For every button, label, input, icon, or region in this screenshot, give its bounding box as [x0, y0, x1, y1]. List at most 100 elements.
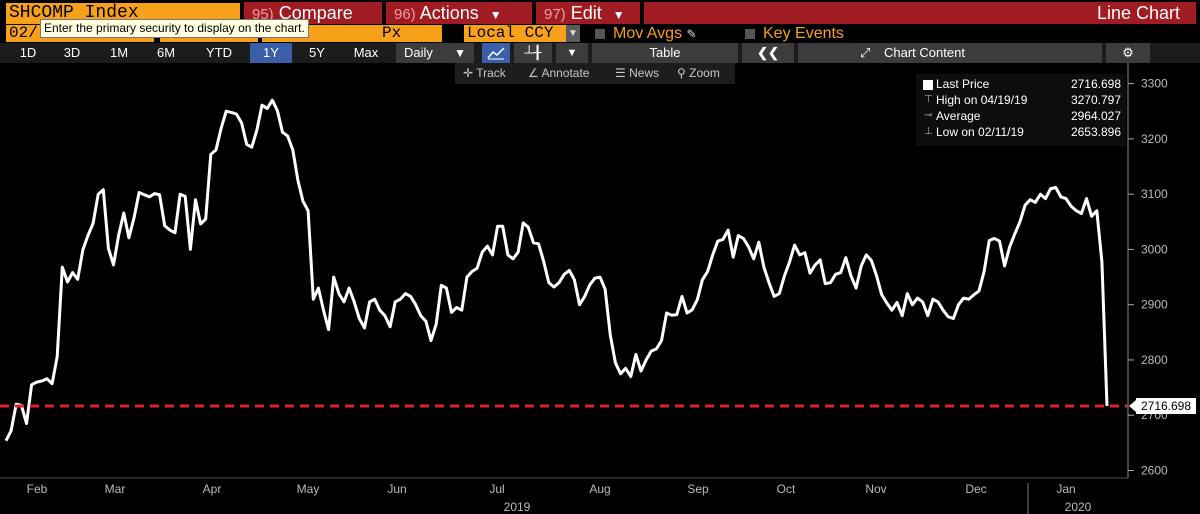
period-button-3d[interactable]: 3D: [63, 45, 81, 60]
edit-menu[interactable]: 97) Edit ▼: [536, 2, 640, 24]
last-price-tag-pointer: [1129, 400, 1136, 413]
compare-label: Compare: [278, 3, 353, 23]
price-series-line: [4, 98, 1109, 442]
average-marker-icon: ⊸: [924, 110, 933, 121]
legend-low-label: Low on 02/11/19: [936, 125, 1024, 139]
annotate-label: Annotate: [541, 66, 590, 80]
crosshair-icon: ✛: [463, 66, 474, 80]
legend-last-value: 2716.698: [1070, 77, 1121, 91]
edit-number: 97): [544, 6, 566, 23]
x-month-label: Nov: [865, 482, 886, 496]
chart-content-label: Chart Content: [884, 45, 965, 60]
x-month-label: Mar: [105, 482, 126, 496]
last-price-tag-label: 2716.698: [1141, 399, 1191, 413]
zoom-icon: ⚲: [677, 66, 686, 80]
mov-avgs-label[interactable]: Mov Avgs ✎: [613, 24, 697, 44]
key-events-checkbox[interactable]: [745, 29, 755, 39]
period-button-6m[interactable]: 6M: [156, 45, 176, 60]
y-tick-label: 2600: [1141, 464, 1168, 478]
title-bar: Line Chart: [644, 2, 1196, 24]
x-month-label: Jul: [489, 482, 504, 496]
legend-high-row: ⊤ High on 04/19/19 3270.797: [916, 92, 1126, 108]
last-price-swatch-icon: [923, 80, 933, 90]
mov-avgs-text: Mov Avgs: [613, 25, 683, 42]
line-chart-icon[interactable]: [482, 43, 510, 63]
chart-type-dropdown-icon[interactable]: ▼: [556, 43, 588, 63]
y-tick-label: 3100: [1141, 187, 1168, 201]
key-events-label[interactable]: Key Events: [763, 25, 844, 42]
top-toolbar: SHCOMP Index 95) Compare 96) Actions ▼ 9…: [0, 0, 1200, 24]
zoom-tool[interactable]: ⚲ Zoom: [677, 63, 720, 84]
edit-label: Edit: [570, 3, 602, 23]
x-month-label: Aug: [589, 482, 610, 496]
track-tool[interactable]: ✛ Track: [463, 63, 506, 84]
currency-dropdown-icon[interactable]: ▼: [566, 25, 580, 42]
zoom-label: Zoom: [689, 66, 720, 80]
annotate-tool[interactable]: ∠ Annotate: [528, 63, 589, 84]
ticker-tooltip: Enter the primary security to display on…: [40, 19, 309, 38]
table-button[interactable]: Table: [592, 43, 738, 63]
period-button-ytd[interactable]: YTD: [206, 45, 232, 60]
period-button-1m[interactable]: 1M: [109, 45, 129, 60]
x-year-label: 2020: [1065, 500, 1092, 514]
legend-low-value: 2653.896: [1070, 125, 1121, 139]
high-marker-icon: ⊤: [924, 94, 933, 105]
period-button-1d[interactable]: 1D: [19, 45, 37, 60]
legend-high-label: High on 04/19/19: [936, 93, 1028, 107]
x-month-label: May: [297, 482, 320, 496]
actions-dropdown-icon: ▼: [489, 8, 502, 22]
last-price-tag: [1136, 398, 1196, 415]
x-month-label: Sep: [687, 482, 709, 496]
chart-content-button[interactable]: ⤢ Chart Content: [798, 43, 1102, 63]
settings-gear-icon[interactable]: ⚙: [1106, 43, 1150, 63]
x-month-label: Oct: [777, 482, 796, 496]
actions-menu[interactable]: 96) Actions ▼: [386, 2, 532, 24]
period-button-5y[interactable]: 5Y: [309, 45, 325, 60]
x-month-label: Feb: [27, 482, 48, 496]
edit-dropdown-icon: ▼: [612, 8, 625, 22]
pencil-icon[interactable]: ✎: [686, 27, 697, 41]
legend-average-row: ⊸ Average 2964.027: [916, 108, 1126, 124]
compare-menu[interactable]: 95) Compare: [244, 2, 382, 24]
legend-last-label: Last Price: [936, 77, 990, 91]
x-month-label: Jan: [1056, 482, 1075, 496]
legend-average-value: 2964.027: [1070, 109, 1121, 123]
y-tick-label: 3000: [1141, 242, 1168, 256]
low-marker-icon: ⊥: [924, 126, 933, 137]
y-tick-label: 3200: [1141, 132, 1168, 146]
frequency-selector[interactable]: Daily ▼: [396, 43, 474, 63]
actions-number: 96): [394, 6, 416, 23]
bar-chart-icon[interactable]: ┴╂: [514, 43, 552, 63]
annotate-icon: ∠: [528, 66, 539, 80]
mov-avgs-checkbox[interactable]: [595, 29, 605, 39]
legend-low-row: ⊥ Low on 02/11/19 2653.896: [916, 124, 1126, 140]
track-label: Track: [476, 66, 506, 80]
price-legend: Last Price 2716.698 ⊤ High on 04/19/19 3…: [916, 74, 1126, 146]
field-label: Px: [382, 25, 402, 42]
news-tool[interactable]: ☰ News: [615, 63, 659, 84]
compare-number: 95): [252, 6, 274, 23]
legend-average-label: Average: [936, 109, 981, 123]
news-label: News: [629, 66, 660, 80]
news-icon: ☰: [615, 66, 626, 80]
y-tick-label: 2800: [1141, 353, 1168, 367]
ticker-input[interactable]: SHCOMP Index: [6, 3, 240, 24]
legend-high-value: 3270.797: [1070, 93, 1121, 107]
period-bar: 1D 3D 1M 6M YTD 1Y 5Y Max Daily ▼ ┴╂ ▼ Table ❮❮…: [0, 43, 1200, 63]
actions-label: Actions: [419, 3, 479, 23]
collapse-panel-icon[interactable]: ❮❮: [742, 43, 794, 63]
chart-content-icon: ⤢: [860, 45, 871, 60]
chart-tools-bar: ✛ Track ∠ Annotate ☰ News ⚲ Zoom: [455, 63, 735, 84]
period-button-1y[interactable]: 1Y: [250, 43, 292, 63]
frequency-label: Daily: [404, 45, 433, 60]
currency-selector[interactable]: Local CCY: [464, 25, 566, 42]
x-year-label: 2019: [504, 500, 531, 514]
chart-type-title: Line Chart: [1096, 3, 1180, 23]
chevron-down-icon: ▼: [454, 46, 466, 60]
legend-last-row: Last Price 2716.698: [916, 76, 1126, 92]
period-button-max[interactable]: Max: [353, 45, 379, 60]
y-tick-label: 3300: [1141, 77, 1168, 91]
x-month-label: Dec: [965, 482, 986, 496]
x-month-label: Apr: [203, 482, 222, 496]
